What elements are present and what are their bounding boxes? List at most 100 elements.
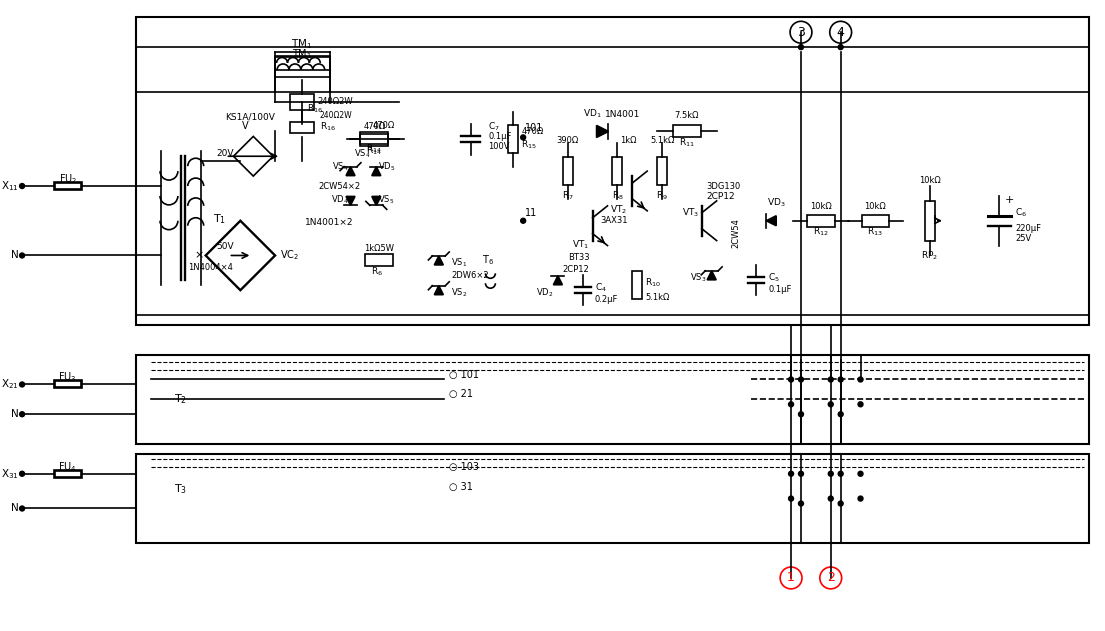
- Text: RP$_2$: RP$_2$: [922, 249, 938, 262]
- Text: FU$_4$: FU$_4$: [59, 460, 77, 474]
- Bar: [136, 454, 1088, 543]
- Text: 2CW54: 2CW54: [732, 218, 740, 247]
- Text: 2CP12: 2CP12: [562, 266, 590, 274]
- Text: 10kΩ: 10kΩ: [864, 202, 886, 211]
- Text: N: N: [11, 504, 19, 514]
- Bar: [632, 271, 642, 299]
- Text: T$_3$: T$_3$: [175, 481, 188, 495]
- Circle shape: [829, 471, 833, 476]
- Text: 5.1kΩ: 5.1kΩ: [645, 293, 670, 302]
- Text: 7.5kΩ: 7.5kΩ: [675, 110, 699, 119]
- Circle shape: [20, 471, 24, 476]
- Circle shape: [829, 402, 833, 407]
- Text: VT$_1$: VT$_1$: [572, 239, 590, 251]
- Circle shape: [20, 412, 24, 416]
- Text: 0.1µF: 0.1µF: [768, 285, 791, 294]
- Circle shape: [829, 496, 833, 501]
- Circle shape: [789, 496, 793, 501]
- Text: VD$_5$: VD$_5$: [378, 160, 396, 173]
- Text: VD$_3$: VD$_3$: [767, 197, 786, 209]
- Text: 1N4004×4: 1N4004×4: [188, 263, 233, 273]
- Text: R$_{14}$: R$_{14}$: [367, 144, 382, 156]
- Bar: [54, 380, 82, 389]
- Text: 470Ω: 470Ω: [373, 121, 396, 131]
- Bar: [136, 17, 1088, 325]
- Text: ○ 21: ○ 21: [449, 389, 473, 399]
- Text: BT33: BT33: [568, 254, 590, 262]
- Polygon shape: [346, 196, 355, 205]
- Bar: [290, 122, 314, 133]
- Circle shape: [789, 471, 793, 476]
- Polygon shape: [434, 286, 443, 295]
- Polygon shape: [597, 126, 609, 138]
- Circle shape: [799, 501, 803, 506]
- Circle shape: [520, 135, 526, 140]
- Polygon shape: [707, 271, 716, 280]
- Text: 240Ω2W: 240Ω2W: [319, 110, 352, 119]
- Text: KS1A/100V: KS1A/100V: [225, 112, 275, 122]
- Text: 0.2µF: 0.2µF: [594, 295, 618, 304]
- Polygon shape: [554, 276, 562, 285]
- Text: C$_5$: C$_5$: [768, 271, 780, 284]
- Circle shape: [839, 471, 843, 476]
- Text: VT$_2$: VT$_2$: [610, 204, 628, 216]
- Bar: [862, 215, 890, 227]
- Text: R$_{16}$: R$_{16}$: [319, 121, 336, 133]
- Text: R$_{13}$: R$_{13}$: [867, 226, 883, 238]
- Text: N: N: [11, 410, 19, 419]
- Text: TM$_1$: TM$_1$: [292, 47, 312, 61]
- Text: 470Ω: 470Ω: [522, 127, 544, 136]
- Text: C$_4$: C$_4$: [594, 281, 607, 293]
- Text: VS$_1$: VS$_1$: [451, 256, 467, 269]
- Text: 2DW6×2: 2DW6×2: [452, 271, 490, 280]
- Text: VS$_5$: VS$_5$: [378, 194, 394, 206]
- Bar: [55, 382, 81, 387]
- Text: VS$_4$: VS$_4$: [354, 147, 370, 160]
- Text: X$_{11}$: X$_{11}$: [1, 179, 19, 193]
- Bar: [612, 157, 622, 185]
- Text: C$_6$: C$_6$: [1015, 207, 1028, 220]
- Bar: [275, 56, 329, 70]
- Text: 470Ω: 470Ω: [364, 122, 386, 131]
- Circle shape: [839, 377, 843, 382]
- Text: 3AX31: 3AX31: [600, 216, 628, 225]
- Text: 390Ω: 390Ω: [557, 136, 579, 145]
- Text: 3: 3: [797, 26, 804, 38]
- Bar: [562, 157, 572, 185]
- Circle shape: [859, 471, 863, 476]
- Circle shape: [839, 45, 843, 50]
- Circle shape: [829, 377, 833, 382]
- Text: VS$_2$: VS$_2$: [451, 286, 467, 298]
- Text: 5.1kΩ: 5.1kΩ: [650, 136, 674, 145]
- Text: VD$_4$: VD$_4$: [330, 194, 348, 206]
- Text: 100V: 100V: [488, 143, 509, 151]
- Circle shape: [839, 412, 843, 416]
- Text: 101: 101: [525, 124, 544, 133]
- Text: 3DG130: 3DG130: [707, 182, 741, 191]
- Bar: [807, 215, 834, 227]
- Text: R$_7$: R$_7$: [561, 190, 573, 203]
- Text: R$_9$: R$_9$: [656, 190, 669, 203]
- Circle shape: [20, 506, 24, 511]
- Text: 220µF: 220µF: [1015, 223, 1041, 233]
- Bar: [136, 355, 1088, 444]
- Circle shape: [20, 382, 24, 387]
- Circle shape: [859, 496, 863, 501]
- Text: R$_8$: R$_8$: [611, 190, 623, 203]
- Circle shape: [799, 471, 803, 476]
- Circle shape: [799, 377, 803, 382]
- Text: R$_{16}$: R$_{16}$: [307, 103, 323, 115]
- Text: VT$_3$: VT$_3$: [682, 207, 698, 220]
- Text: 0.1µF: 0.1µF: [488, 133, 512, 141]
- Polygon shape: [372, 196, 381, 205]
- Circle shape: [859, 377, 863, 382]
- Text: 4: 4: [836, 26, 844, 38]
- Circle shape: [789, 402, 793, 407]
- Text: X$_{31}$: X$_{31}$: [1, 467, 19, 481]
- Text: ○ 103: ○ 103: [449, 462, 478, 472]
- Text: VD$_1$: VD$_1$: [583, 107, 602, 120]
- Text: ×: ×: [194, 251, 203, 261]
- Circle shape: [839, 501, 843, 506]
- Text: 20V: 20V: [217, 150, 234, 158]
- Text: ○ 101: ○ 101: [449, 370, 478, 379]
